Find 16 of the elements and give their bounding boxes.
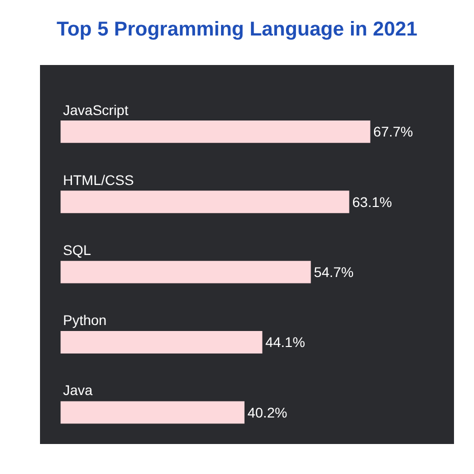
y-tick-label: HTML/CSS (63, 172, 134, 188)
y-tick-label: Java (63, 382, 93, 398)
bar (60, 120, 370, 143)
data-label: 40.2% (247, 404, 288, 420)
y-tick-label: Python (63, 312, 107, 328)
bar (60, 260, 311, 284)
data-label: 44.1% (265, 334, 306, 350)
data-label: 67.7% (373, 124, 413, 140)
data-label: 63.1% (352, 194, 392, 210)
y-tick-label: JavaScript (63, 102, 128, 118)
bar (60, 401, 244, 424)
chart-title: Top 5 Programming Language in 2021 (56, 18, 418, 40)
y-tick-label: SQL (63, 242, 92, 258)
bar (60, 331, 262, 354)
bar (60, 190, 350, 214)
data-label: 54.7% (314, 264, 354, 280)
